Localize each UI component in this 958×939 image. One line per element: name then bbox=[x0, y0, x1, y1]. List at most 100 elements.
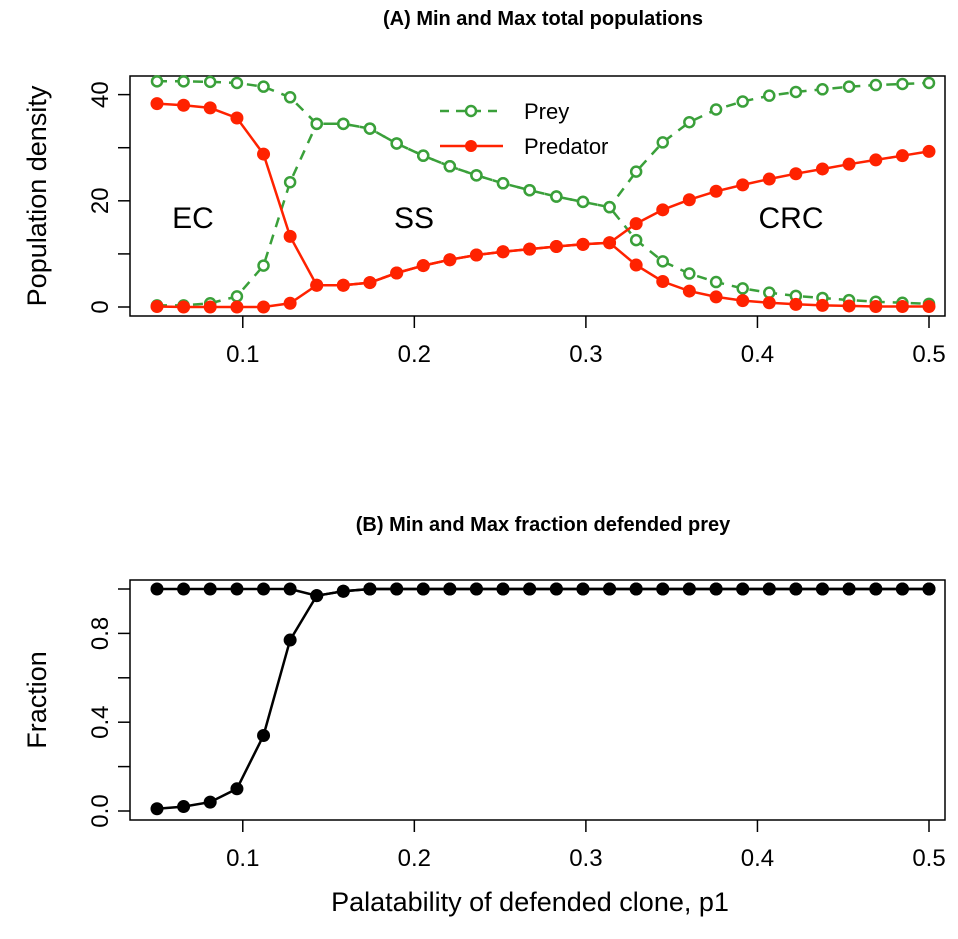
panel-a-series-2-point bbox=[842, 157, 856, 171]
panel-a-series-3-point bbox=[257, 300, 271, 314]
panel-a-series-1-point bbox=[576, 195, 590, 209]
panel-a-series-1-point bbox=[869, 78, 883, 92]
panel-b-series-1-point bbox=[842, 582, 856, 596]
panel-a-series-0-point bbox=[150, 75, 164, 88]
panel-a-series-0-point bbox=[656, 255, 669, 268]
panel-a-series-1-point bbox=[443, 160, 457, 173]
panel-b-series-0-point bbox=[283, 582, 297, 596]
panel-b-series-1-point bbox=[283, 633, 297, 647]
panel-a-series-2-point bbox=[869, 153, 883, 167]
panel-b-series-0-point bbox=[257, 582, 271, 596]
panel-b-series-1-point bbox=[230, 782, 244, 796]
panel-a-series-1-point bbox=[230, 290, 244, 303]
panel-b-series-1-point bbox=[789, 582, 803, 596]
panel-a-series-1-point bbox=[629, 165, 643, 178]
panel-a-series-3-point bbox=[922, 299, 936, 313]
panel-a-series-3-point bbox=[469, 248, 483, 262]
panel-a-series-2-point bbox=[656, 203, 670, 217]
panel-a-series-1-point bbox=[310, 117, 323, 131]
panel-a-series-3-point bbox=[682, 284, 696, 298]
panel-b-series-1-point bbox=[150, 802, 164, 816]
panel-a-series-1-point bbox=[789, 85, 803, 99]
panel-a-y-axis: 0 20 40 bbox=[87, 81, 130, 314]
panel-a-series-3-point bbox=[576, 237, 590, 251]
panel-a-series-0-point bbox=[230, 76, 244, 90]
panel-b-y-axis: 0.0 0.4 0.8 bbox=[87, 588, 130, 828]
panel-a-series-3-point bbox=[762, 296, 776, 310]
panel-a-x-tick-label: 0.1 bbox=[226, 341, 259, 368]
panel-b-series-0-point bbox=[230, 582, 244, 596]
panel-b-series-0-point bbox=[177, 582, 191, 596]
panel-a-series-1-point bbox=[257, 259, 270, 272]
panel-b-series-1-point bbox=[310, 589, 324, 603]
panel-b-y-tick-label: 0.4 bbox=[87, 706, 114, 739]
panel-a-x-axis: 0.1 0.2 0.3 0.4 0.5 bbox=[226, 316, 946, 368]
panel-b-series-1-line bbox=[156, 587, 929, 811]
panel-a-series-3-point bbox=[656, 275, 670, 289]
legend-prey-label: Prey bbox=[524, 99, 569, 124]
panel-a-series-3-point bbox=[549, 239, 563, 253]
panel-b-y-tick-label: 0.0 bbox=[87, 794, 114, 827]
panel-a-series-2-point bbox=[177, 98, 191, 112]
panel-a-series-1-point bbox=[470, 169, 483, 182]
panel-b-series-1-point bbox=[203, 795, 217, 809]
panel-a-series-0-point bbox=[763, 286, 776, 299]
panel-a-series-0-point bbox=[283, 91, 297, 104]
panel-a-series-3-point bbox=[895, 299, 909, 313]
panel-b-series-1-point bbox=[257, 729, 271, 743]
panel-a-series-3-point bbox=[150, 299, 164, 313]
panel-b-series bbox=[150, 582, 936, 816]
panel-a-series-0-point bbox=[177, 75, 190, 88]
panel-a-y-axis-title: Population density bbox=[22, 85, 52, 306]
panel-a-x-tick-label: 0.5 bbox=[912, 341, 945, 368]
panel-b-x-tick-label: 0.2 bbox=[398, 845, 431, 872]
panel-a-series-0-point bbox=[736, 282, 749, 295]
panel-b-series-1-point bbox=[336, 584, 350, 598]
panel-a-population: (A) Min and Max total populations Popula… bbox=[22, 8, 946, 368]
panel-a-series-1-point bbox=[523, 183, 536, 197]
panel-a-series-3-point bbox=[709, 290, 723, 304]
panel-b-x-axis: 0.1 0.2 0.3 0.4 0.5 bbox=[226, 820, 946, 872]
panel-a-series-1-point bbox=[709, 103, 723, 116]
panel-a-series-3-point bbox=[363, 276, 377, 290]
panel-a-series-2-point bbox=[230, 111, 244, 125]
panel-a-series-3-point bbox=[523, 242, 537, 256]
panel-b-x-axis-title: Palatability of defended clone, p1 bbox=[331, 887, 729, 917]
panel-b-plot-frame bbox=[129, 579, 946, 821]
panel-a-x-tick-label: 0.3 bbox=[569, 341, 602, 368]
panel-a-series-1-point bbox=[337, 117, 350, 131]
panel-a-series-3-point bbox=[789, 297, 803, 311]
region-label-ec: EC bbox=[172, 202, 214, 235]
panel-a-series-1-point bbox=[390, 137, 403, 150]
panel-a-legend: Prey Predator bbox=[440, 99, 608, 159]
panel-a-series-2-point bbox=[895, 149, 909, 163]
panel-a-series-2-point bbox=[762, 172, 776, 186]
panel-b-y-axis-title: Fraction bbox=[22, 651, 52, 749]
panel-b-series-1-point bbox=[629, 582, 643, 596]
panel-a-series-3-point bbox=[869, 299, 883, 313]
panel-a-series-2-point bbox=[283, 229, 297, 243]
panel-a-series-0-point bbox=[203, 75, 217, 89]
panel-b-title: (B) Min and Max fraction defended prey bbox=[356, 514, 731, 536]
panel-a-y-tick-label: 20 bbox=[87, 187, 114, 214]
panel-b-series-1-point bbox=[603, 582, 617, 596]
panel-a-series-0-point bbox=[629, 233, 643, 247]
panel-a-series-2-point bbox=[257, 147, 271, 161]
panel-a-series-3-point bbox=[390, 266, 404, 280]
panel-a-series-3-point bbox=[842, 299, 856, 313]
panel-b-series-1-point bbox=[869, 582, 883, 596]
panel-b-series-1-point bbox=[576, 582, 590, 596]
panel-a-series-0-point bbox=[683, 267, 696, 280]
panel-b-series-1-point bbox=[895, 582, 909, 596]
panel-a-series-2-point bbox=[736, 178, 750, 192]
panel-b-y-tick-label: 0.8 bbox=[87, 617, 114, 650]
region-label-ss: SS bbox=[394, 202, 434, 235]
panel-b-series-0-point bbox=[203, 582, 217, 596]
panel-a-y-tick-label: 40 bbox=[87, 81, 114, 108]
panel-a-series-1-point bbox=[417, 149, 430, 162]
panel-a-series-3-point bbox=[336, 278, 350, 292]
legend-predator-label: Predator bbox=[524, 134, 608, 159]
panel-a-series-3-point bbox=[230, 300, 244, 314]
panel-a-series-1-point bbox=[842, 80, 856, 93]
